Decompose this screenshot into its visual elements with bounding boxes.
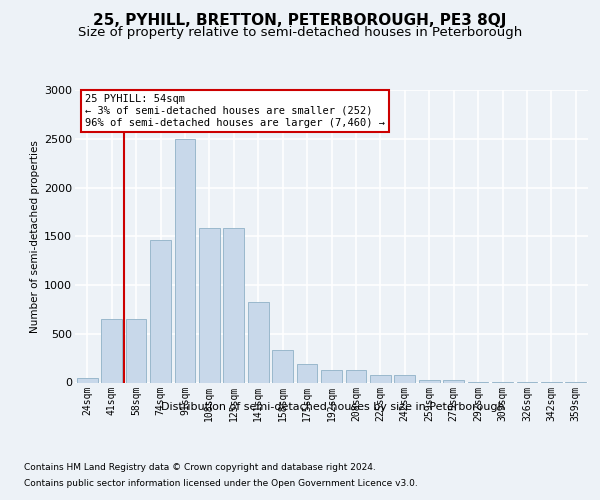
Bar [175,138,196,382]
Bar [150,240,171,382]
Y-axis label: Number of semi-detached properties: Number of semi-detached properties [30,140,40,332]
Bar [77,378,98,382]
Bar [223,228,244,382]
Bar [370,375,391,382]
Bar [125,319,146,382]
Text: 25, PYHILL, BRETTON, PETERBOROUGH, PE3 8QJ: 25, PYHILL, BRETTON, PETERBOROUGH, PE3 8… [94,12,506,28]
Text: Contains public sector information licensed under the Open Government Licence v3: Contains public sector information licen… [24,479,418,488]
Bar [101,319,122,382]
Text: Size of property relative to semi-detached houses in Peterborough: Size of property relative to semi-detach… [78,26,522,39]
Bar [419,380,440,382]
Bar [321,370,342,382]
Text: Distribution of semi-detached houses by size in Peterborough: Distribution of semi-detached houses by … [161,402,505,412]
Bar [443,380,464,382]
Text: Contains HM Land Registry data © Crown copyright and database right 2024.: Contains HM Land Registry data © Crown c… [24,462,376,471]
Bar [394,375,415,382]
Bar [346,370,367,382]
Bar [296,364,317,382]
Text: 25 PYHILL: 54sqm
← 3% of semi-detached houses are smaller (252)
96% of semi-deta: 25 PYHILL: 54sqm ← 3% of semi-detached h… [85,94,385,128]
Bar [248,302,269,382]
Bar [199,228,220,382]
Bar [272,350,293,382]
